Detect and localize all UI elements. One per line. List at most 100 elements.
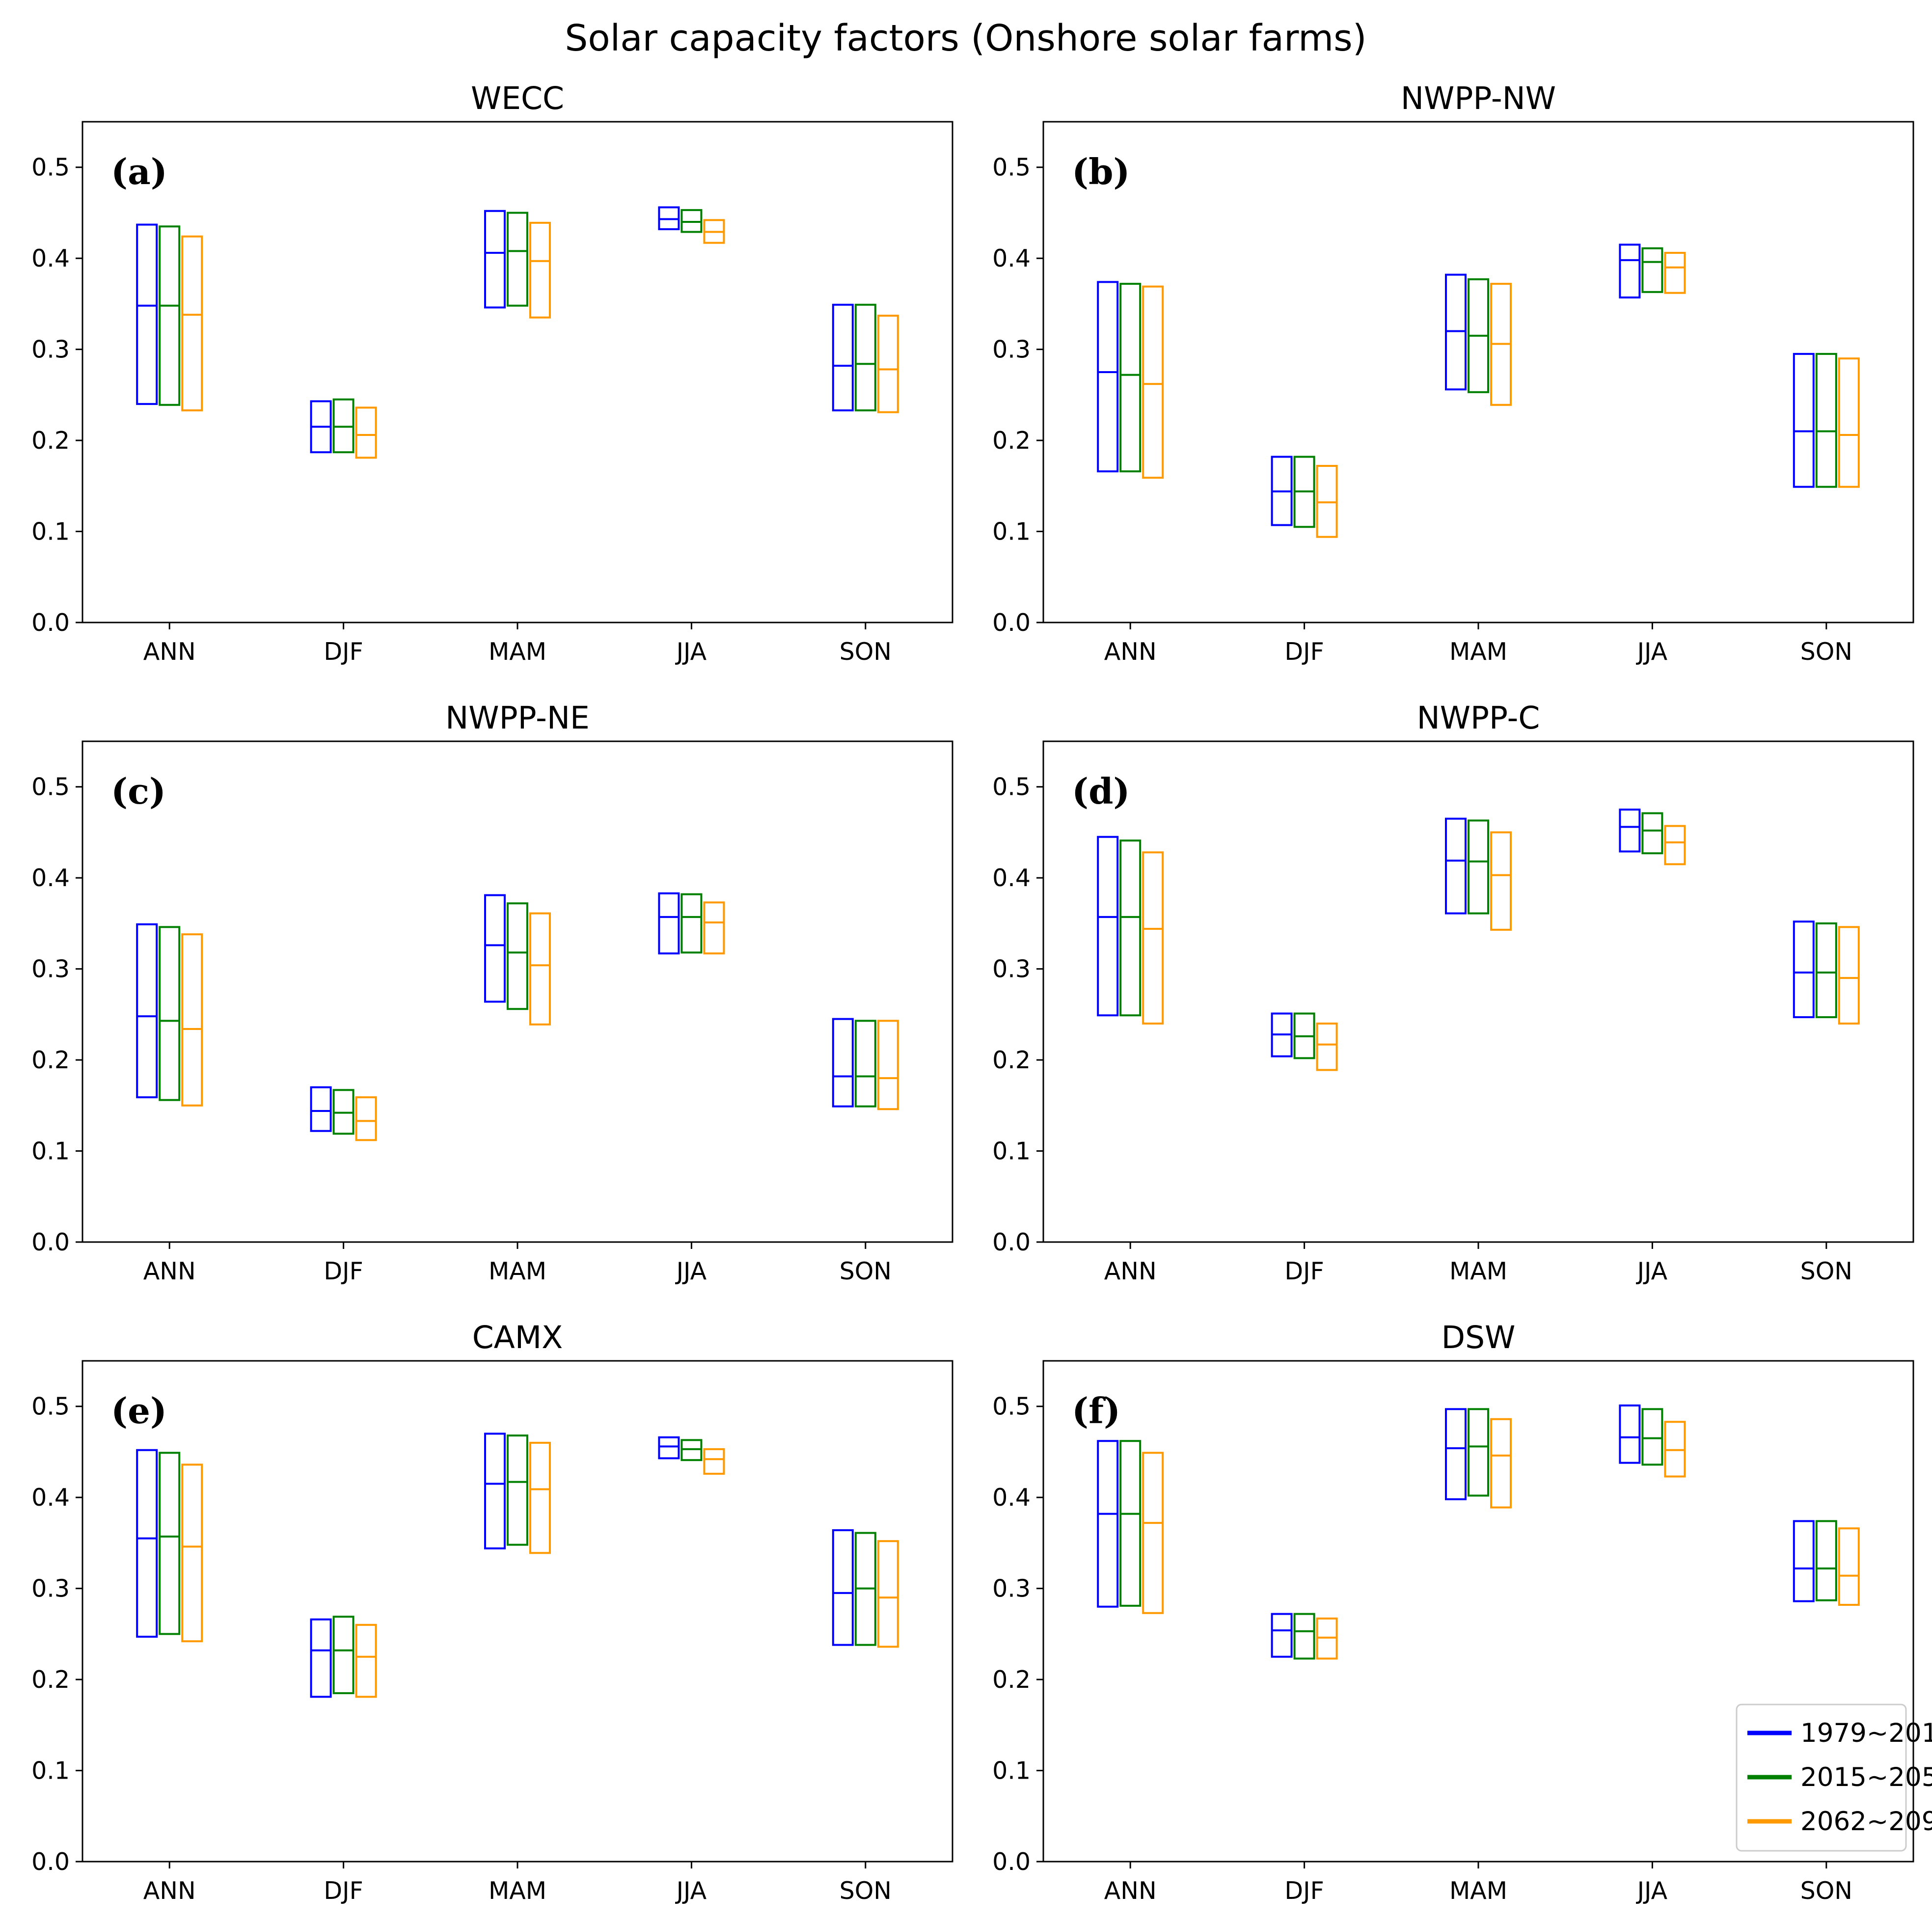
box-range xyxy=(310,1618,332,1698)
y-tick-label: 0.0 xyxy=(992,1848,1031,1876)
box-range xyxy=(854,303,876,411)
box-range xyxy=(1490,831,1512,931)
box-range xyxy=(658,892,680,955)
x-tick-label: ANN xyxy=(143,1257,196,1285)
x-tick-label: DJF xyxy=(1284,638,1324,666)
box-ann-series-2 xyxy=(1119,1440,1142,1607)
legend-label: 2015~2050 xyxy=(1800,1762,1932,1792)
panel-nwpp-nw: NWPP-NW 0.0 0.1 0.2 0.3 0.4 0.5 ANN DJF MAM JJA SON… xyxy=(992,81,1914,666)
y-tick-label: 0.2 xyxy=(31,1666,70,1694)
box-range xyxy=(1468,1408,1489,1497)
box-djf-series-2 xyxy=(332,398,354,454)
panel-title: NWPP-C xyxy=(1417,700,1540,736)
box-range xyxy=(507,902,528,1010)
box-range xyxy=(832,1529,854,1646)
box-range xyxy=(355,1096,377,1141)
box-djf-series-1 xyxy=(310,1618,332,1698)
box-djf-series-3 xyxy=(355,1096,377,1141)
box-jja-series-3 xyxy=(1664,825,1686,866)
box-ann-series-1 xyxy=(1097,836,1119,1017)
panel-letter: (f) xyxy=(1072,1390,1120,1432)
box-range xyxy=(1445,817,1467,915)
box-mam-series-1 xyxy=(1445,273,1467,391)
y-tick-label: 0.2 xyxy=(31,427,70,455)
box-mam-series-2 xyxy=(507,1434,528,1546)
panel-nwpp-ne: NWPP-NE 0.0 0.1 0.2 0.3 0.4 0.5 ANN DJF MAM JJA SON… xyxy=(31,700,953,1285)
x-tick-label: MAM xyxy=(1449,1257,1507,1285)
panel-letter: (e) xyxy=(111,1390,167,1432)
panel-title: CAMX xyxy=(472,1320,563,1355)
box-ann-series-2 xyxy=(159,1452,181,1635)
box-range xyxy=(1815,922,1837,1018)
y-tick-label: 0.3 xyxy=(992,1575,1031,1603)
panel-camx: CAMX 0.0 0.1 0.2 0.3 0.4 0.5 ANN DJF MAM JJA SON (e) xyxy=(31,1320,953,1905)
box-son-series-3 xyxy=(877,315,899,413)
box-ann-series-1 xyxy=(136,923,158,1099)
box-mam-series-2 xyxy=(507,902,528,1010)
y-tick-label: 0.4 xyxy=(31,864,70,892)
box-djf-series-3 xyxy=(1316,1022,1338,1071)
x-tick-label: JJA xyxy=(675,1257,707,1285)
y-tick-label: 0.5 xyxy=(992,773,1031,801)
box-range xyxy=(1097,836,1119,1017)
box-son-series-2 xyxy=(854,1532,876,1646)
y-tick-label: 0.3 xyxy=(31,955,70,983)
y-tick-label: 0.4 xyxy=(992,244,1031,272)
box-range xyxy=(1142,285,1164,479)
box-range xyxy=(484,894,506,1003)
box-djf-series-1 xyxy=(310,1086,332,1132)
y-tick-label: 0.3 xyxy=(992,336,1031,364)
y-tick-label: 0.5 xyxy=(31,1393,70,1421)
box-range xyxy=(854,1020,876,1108)
figure-title: Solar capacity factors (Onshore solar fa… xyxy=(565,17,1366,59)
box-son-series-1 xyxy=(832,303,854,411)
box-djf-series-1 xyxy=(310,400,332,454)
panel-title: NWPP-NE xyxy=(445,700,590,736)
box-range xyxy=(1793,1520,1815,1602)
box-ann-series-1 xyxy=(1097,281,1119,473)
legend-box xyxy=(1736,1704,1907,1852)
y-tick-label: 0.4 xyxy=(992,864,1031,892)
panel-title: NWPP-NW xyxy=(1401,81,1556,116)
box-mam-series-3 xyxy=(529,912,551,1026)
box-range xyxy=(832,1018,854,1108)
y-tick-label: 0.4 xyxy=(31,244,70,272)
y-tick-label: 0.1 xyxy=(992,1137,1031,1165)
box-mam-series-3 xyxy=(1490,831,1512,931)
box-jja-series-1 xyxy=(658,892,680,955)
legend: 1979~2014 2015~2050 2062~2097 xyxy=(1736,1704,1932,1852)
y-tick-label: 0.1 xyxy=(992,518,1031,546)
box-son-series-1 xyxy=(832,1529,854,1646)
box-mam-series-1 xyxy=(1445,1408,1467,1500)
box-djf-series-3 xyxy=(1316,465,1338,538)
x-tick-label: SON xyxy=(840,1877,892,1905)
legend-label: 1979~2014 xyxy=(1800,1718,1932,1748)
box-ann-series-3 xyxy=(181,1463,203,1643)
box-range xyxy=(1142,1452,1164,1614)
y-tick-label: 0.1 xyxy=(31,1757,70,1785)
box-jja-series-1 xyxy=(658,206,680,230)
box-ann-series-1 xyxy=(136,1449,158,1638)
x-tick-label: ANN xyxy=(1104,1877,1157,1905)
box-range xyxy=(1119,1440,1142,1607)
box-mam-series-3 xyxy=(529,221,551,319)
box-range xyxy=(703,901,725,955)
y-tick-label: 0.3 xyxy=(31,1575,70,1603)
box-ann-series-3 xyxy=(181,235,203,411)
box-mam-series-1 xyxy=(484,1433,506,1550)
panel-nwpp-c: NWPP-C 0.0 0.1 0.2 0.3 0.4 0.5 ANN DJF MAM JJA SON (… xyxy=(992,700,1914,1285)
box-ann-series-2 xyxy=(1119,283,1142,473)
box-jja-series-2 xyxy=(680,1439,703,1461)
box-mam-series-1 xyxy=(484,894,506,1003)
x-tick-label: ANN xyxy=(143,638,196,666)
x-tick-label: DJF xyxy=(1284,1877,1324,1905)
x-tick-label: MAM xyxy=(489,1877,546,1905)
box-range xyxy=(1097,1440,1119,1608)
x-tick-label: MAM xyxy=(1449,638,1507,666)
box-jja-series-3 xyxy=(703,901,725,955)
box-range xyxy=(159,1452,181,1635)
x-tick-label: MAM xyxy=(489,638,546,666)
box-range xyxy=(1142,851,1164,1025)
